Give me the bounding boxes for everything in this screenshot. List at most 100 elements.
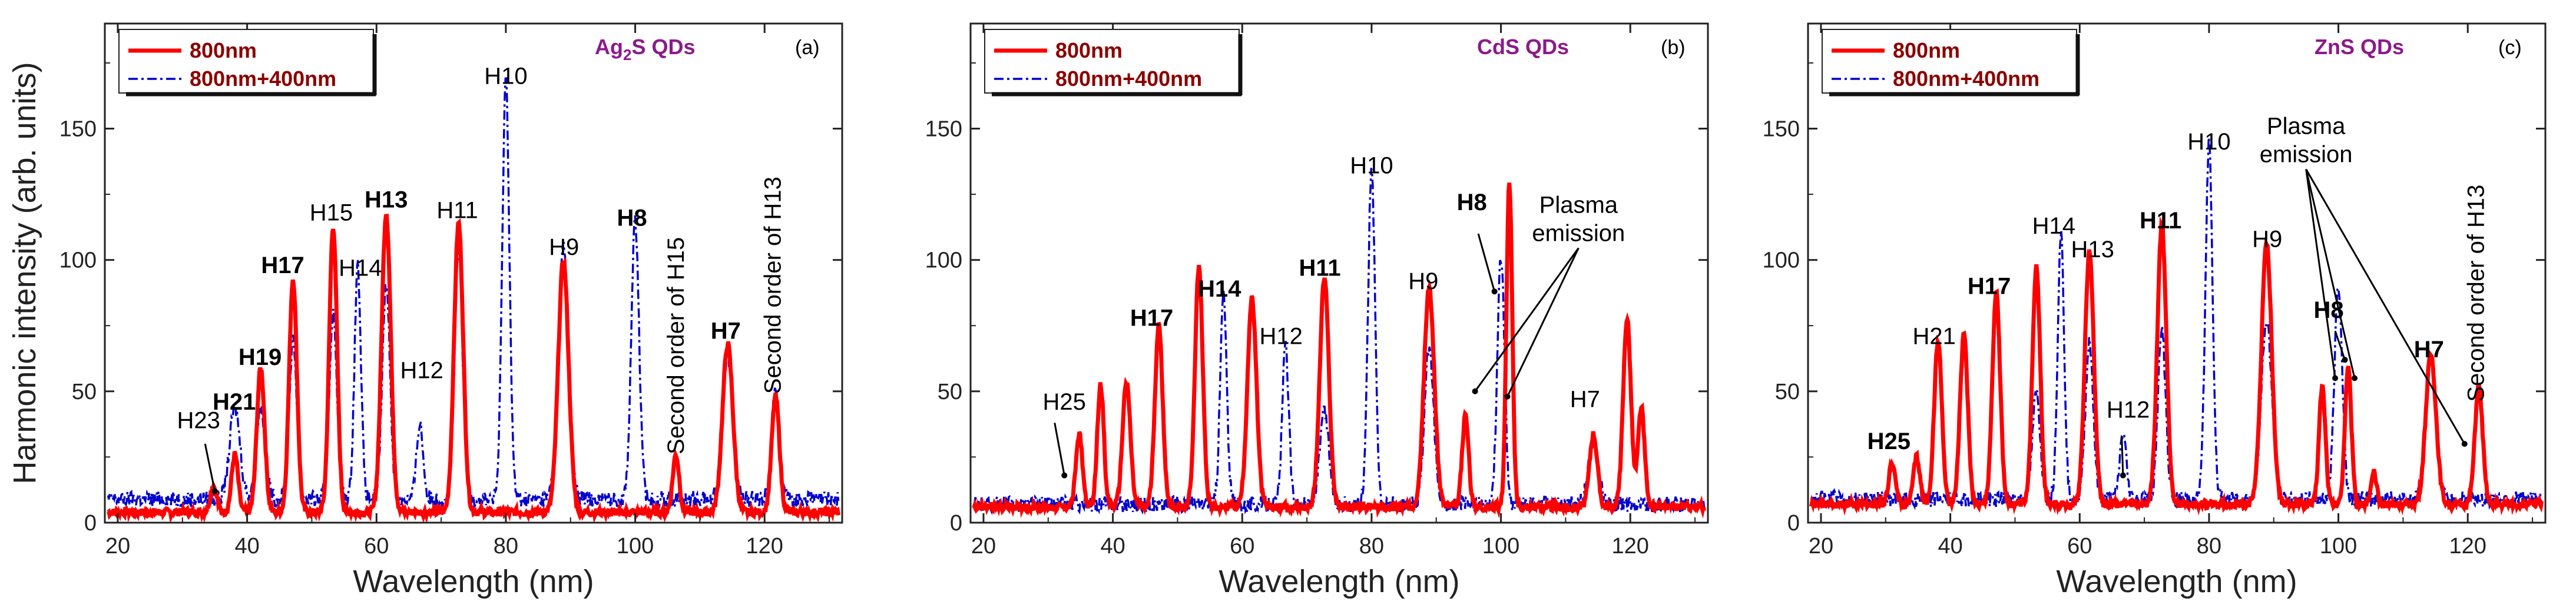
panel-tag: (a): [795, 36, 820, 59]
y-tick-label: 150: [925, 117, 962, 142]
legend: 800nm 800nm+400nm: [118, 29, 377, 97]
harmonic-label: H10: [484, 64, 527, 89]
legend-label-800nm: 800nm: [190, 38, 257, 62]
panel-title: CdS QDs: [1477, 35, 1569, 59]
legend: 800nm 800nm+400nm: [1822, 29, 2080, 97]
harmonic-label: H7: [1570, 387, 1600, 413]
x-tick-label: 40: [1938, 534, 1962, 559]
series-line-800nm: [1809, 216, 2544, 516]
rotated-annotation: Second order of H15: [663, 237, 689, 454]
harmonic-label: H11: [2140, 208, 2181, 234]
harmonic-label: H13: [365, 187, 408, 212]
plasma-arrow: [2305, 169, 2356, 378]
harmonic-label: H12: [2107, 397, 2150, 423]
panel-title-rest: S QDs: [631, 35, 695, 59]
x-tick-label: 100: [617, 534, 654, 559]
panel-1: 20 40 60 80 100 120 0 50 100 150 Wavelength (nm) Ha…: [7, 22, 843, 599]
panel-3: 20 40 60 80 100 120 0 50 100 150 Wavelength (nm) 80…: [1763, 22, 2547, 599]
pointer-arrow-head: [2120, 472, 2126, 479]
y-tick-label: 0: [84, 511, 97, 536]
x-tick-label: 80: [1359, 534, 1384, 559]
plot-frame: [1807, 22, 2547, 524]
harmonic-label: H23: [177, 407, 220, 433]
legend-label-800nm-400nm: 800nm+400nm: [1055, 67, 1202, 91]
plasma-label-line2: emission: [2260, 141, 2353, 167]
y-tick-label: 150: [59, 117, 97, 142]
pointer-arrow-head: [1491, 288, 1498, 295]
plot-frame: [969, 22, 1709, 524]
pointer-arrow-head: [211, 488, 218, 494]
panel-tag: (b): [1661, 36, 1686, 59]
x-tick-label: 20: [105, 534, 130, 559]
harmonic-label: H12: [400, 358, 443, 384]
x-tick-label: 40: [234, 534, 259, 559]
x-axis-label: Wavelength (nm): [353, 564, 594, 599]
legend-label-800nm-400nm: 800nm+400nm: [190, 67, 336, 91]
plasma-label-line2: emission: [1532, 220, 1625, 246]
y-tick-label: 100: [925, 248, 962, 273]
harmonic-label: H17: [261, 252, 304, 278]
panel-title-subscript: 2: [623, 46, 631, 64]
rotated-annotation: Second order of H13: [760, 177, 786, 394]
plasma-label-line1: Plasma: [1539, 192, 1618, 218]
x-tick-label: 100: [1482, 534, 1519, 559]
x-tick-label: 100: [2320, 534, 2357, 559]
x-tick-label: 60: [1230, 534, 1254, 559]
x-axis-label: Wavelength (nm): [1219, 564, 1459, 599]
y-tick-label: 50: [1775, 380, 1800, 404]
harmonic-label: H21: [213, 389, 256, 415]
plasma-arrow: [1506, 247, 1580, 397]
harmonic-label: H21: [1912, 324, 1955, 350]
pointer-arrow: [1477, 233, 1496, 292]
panel-title-main: Ag: [595, 35, 623, 59]
harmonic-label: H25: [1868, 428, 1911, 454]
legend-label-800nm: 800nm: [1893, 38, 1960, 62]
x-axis-label: Wavelength (nm): [2056, 564, 2297, 599]
legend: 800nm 800nm+400nm: [984, 29, 1243, 97]
x-tick-label: 60: [364, 534, 389, 559]
harmonic-label: H15: [310, 200, 353, 226]
harmonic-label: H10: [2187, 129, 2230, 155]
harmonic-label: H7: [711, 318, 741, 344]
harmonic-label: H7: [2414, 337, 2444, 363]
panel-title: ZnS QDs: [2315, 35, 2404, 59]
legend-label-800nm: 800nm: [1055, 38, 1123, 62]
panel-2: 20 40 60 80 100 120 0 50 100 150 Wavelength (nm) 80…: [925, 22, 1709, 599]
plasma-arrow-head: [2461, 441, 2468, 447]
rotated-annotation: Second order of H13: [2464, 185, 2489, 402]
y-tick-label: 0: [1787, 511, 1800, 536]
harmonic-label: H12: [1259, 324, 1302, 350]
y-tick-label: 150: [1763, 117, 1800, 142]
plasma-label-line1: Plasma: [2267, 113, 2346, 139]
plot-frame: [104, 22, 843, 524]
x-tick-label: 120: [2449, 534, 2486, 559]
harmonic-label: H11: [1299, 255, 1340, 281]
harmonic-label: H14: [1198, 276, 1241, 302]
harmonic-label: H19: [239, 344, 282, 370]
plasma-arrow: [1474, 247, 1580, 392]
harmonic-label: H10: [1350, 152, 1393, 178]
y-tick-label: 100: [59, 248, 97, 273]
plasma-arrow-head: [1504, 393, 1511, 400]
harmonic-label: H11: [436, 197, 478, 223]
x-tick-label: 40: [1100, 534, 1125, 559]
series-line-800nm: [972, 182, 1707, 519]
harmonic-label: H8: [617, 205, 647, 231]
plasma-arrow-head: [2332, 375, 2339, 381]
y-tick-label: 100: [1763, 248, 1800, 273]
pointer-arrow-head: [1061, 472, 1068, 479]
harmonic-label: H13: [2071, 237, 2114, 263]
panel-tag: (c): [2498, 36, 2522, 59]
y-tick-label: 50: [72, 380, 97, 404]
x-tick-label: 60: [2067, 534, 2092, 559]
series-line-800nm-400nm: [107, 77, 840, 510]
pointer-arrow: [1054, 423, 1065, 476]
harmonic-label: H14: [2032, 213, 2075, 239]
x-tick-label: 20: [1809, 534, 1833, 559]
plasma-arrow: [2305, 169, 2336, 378]
x-tick-label: 80: [2197, 534, 2221, 559]
harmonic-label: H8: [1457, 190, 1487, 215]
legend-box: [1822, 29, 2077, 94]
pointer-arrow: [2334, 330, 2346, 360]
